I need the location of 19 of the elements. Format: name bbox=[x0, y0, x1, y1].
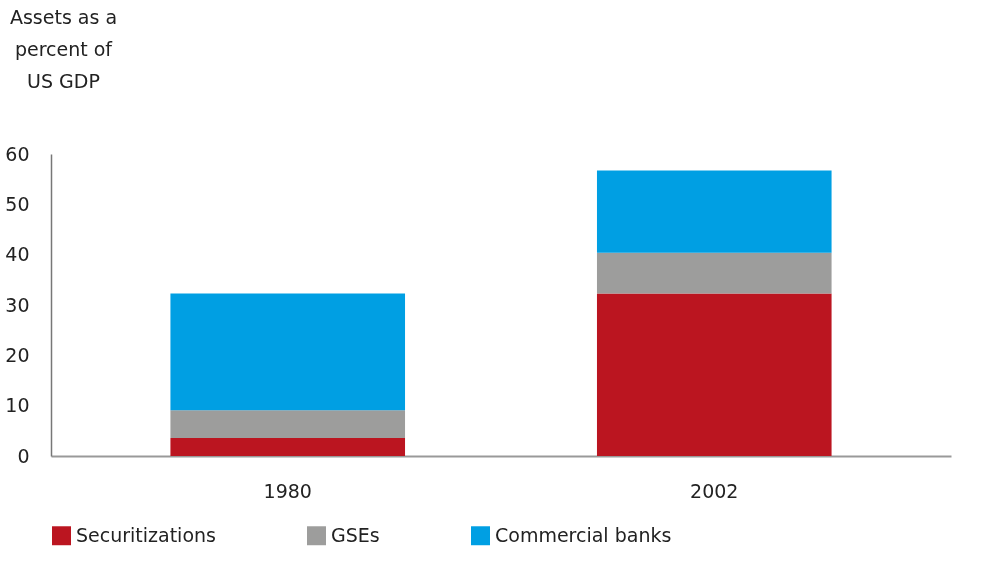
x-tick-label: 2002 bbox=[690, 479, 739, 502]
y-tick-label: 40 bbox=[5, 243, 30, 266]
y-tick-label: 0 bbox=[17, 444, 30, 467]
y-tick-label: 50 bbox=[5, 192, 30, 215]
legend-label: Commercial banks bbox=[495, 523, 672, 546]
bar bbox=[170, 293, 406, 411]
y-tick-label: 30 bbox=[5, 293, 30, 316]
bar bbox=[596, 293, 832, 456]
y-tick-label: 20 bbox=[5, 343, 30, 366]
x-tick-label: 1980 bbox=[263, 479, 312, 502]
y-tick-label: 60 bbox=[5, 142, 30, 165]
bar bbox=[170, 410, 406, 438]
bar bbox=[596, 252, 832, 294]
legend-label: Securitizations bbox=[76, 523, 216, 546]
legend-label: GSEs bbox=[331, 523, 380, 546]
bar bbox=[596, 170, 832, 253]
y-axis-title: Assets as a percent of US GDP bbox=[9, 5, 118, 92]
bar bbox=[170, 437, 406, 456]
y-tick-label: 10 bbox=[5, 394, 30, 417]
